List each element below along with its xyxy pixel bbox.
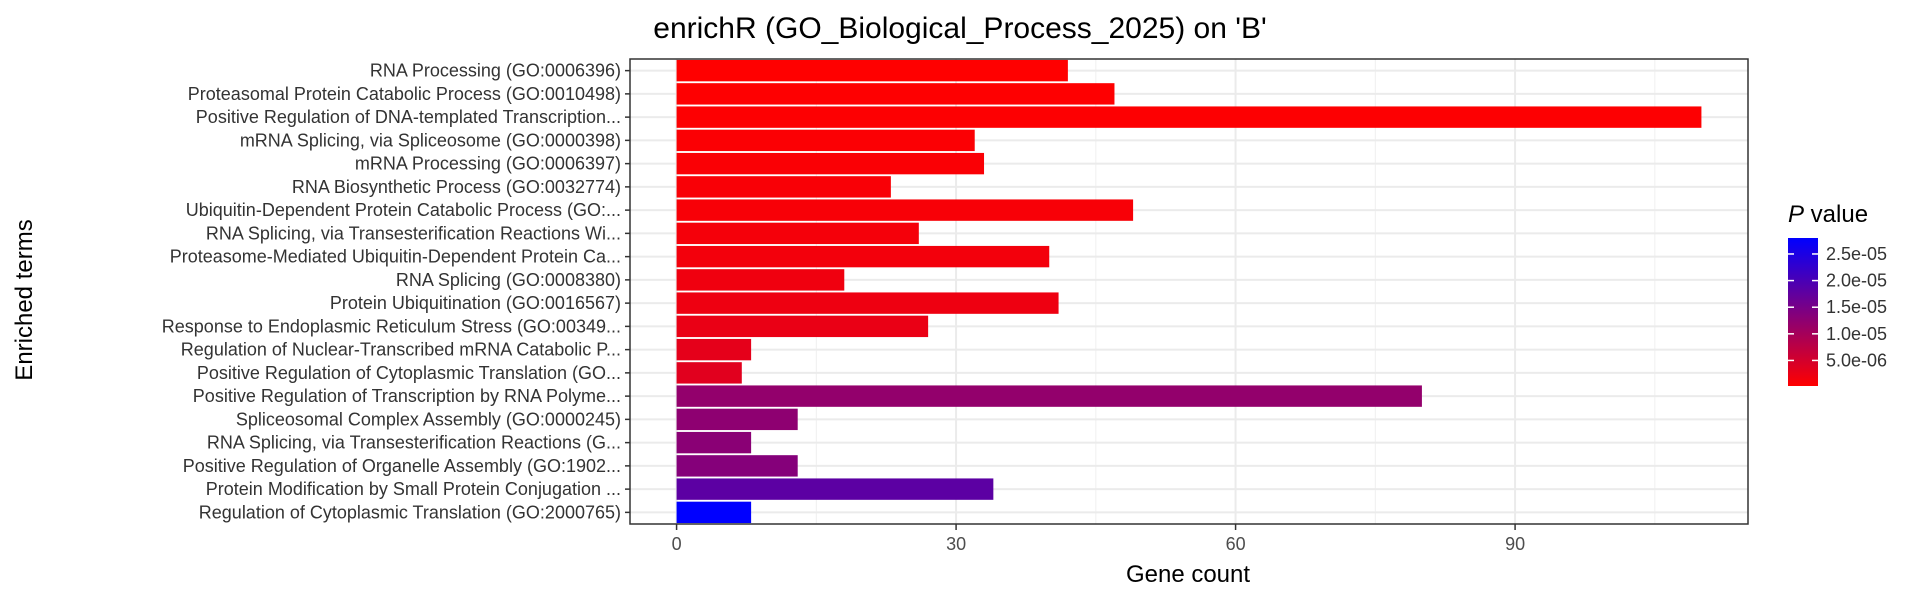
bar [676, 431, 752, 454]
panel-background [630, 59, 1748, 524]
bar [676, 199, 1134, 221]
y-tick-label: RNA Biosynthetic Process (GO:0032774) [292, 177, 621, 197]
y-tick-label: Proteasomal Protein Catabolic Process (G… [188, 84, 621, 104]
x-tick-label: 0 [672, 534, 682, 554]
x-tick-label: 90 [1505, 534, 1525, 554]
y-tick-label: Positive Regulation of DNA-templated Tra… [196, 107, 621, 127]
y-tick-label: Positive Regulation of Organelle Assembl… [183, 456, 621, 476]
legend-title-rest: value [1804, 201, 1868, 228]
bar [676, 83, 1115, 105]
y-tick-label: RNA Processing (GO:0006396) [370, 61, 621, 81]
legend-label: 2.0e-05 [1826, 271, 1887, 291]
bar [676, 478, 994, 500]
y-axis-title: Enriched terms [11, 219, 38, 380]
x-tick-label: 60 [1226, 534, 1246, 554]
bar [676, 408, 798, 431]
legend-title: P value [1788, 201, 1868, 228]
y-tick-label: Ubiquitin-Dependent Protein Catabolic Pr… [186, 200, 621, 220]
y-tick-label: Protein Ubiquitination (GO:0016567) [330, 293, 621, 313]
plot-area: RNA Processing (GO:0006396) Proteasomal P… [162, 58, 1749, 554]
bar [676, 385, 1422, 407]
x-tick-label: 30 [946, 534, 966, 554]
legend-label: 2.5e-05 [1826, 244, 1887, 264]
legend-label: 1.5e-05 [1826, 297, 1887, 317]
y-tick-label: RNA Splicing (GO:0008380) [396, 270, 621, 290]
bar [676, 315, 929, 338]
bar [676, 269, 845, 291]
y-tick-label: Protein Modification by Small Protein Co… [206, 479, 621, 499]
y-tick-label: RNA Splicing, via Transesterification Re… [206, 223, 621, 243]
x-axis-title: Gene count [1126, 561, 1250, 588]
bar [676, 501, 752, 524]
y-tick-label: Regulation of Cytoplasmic Translation (G… [199, 502, 621, 522]
bar [676, 362, 742, 384]
legend-label: 1.0e-05 [1826, 324, 1887, 344]
bar [676, 292, 1059, 314]
bar [676, 338, 752, 361]
bar [676, 245, 1050, 268]
legend-title-italic: P [1788, 201, 1804, 228]
chart-title: enrichR (GO_Biological_Process_2025) on … [653, 12, 1266, 45]
y-tick-label: Regulation of Nuclear-Transcribed mRNA C… [181, 340, 621, 360]
bar [676, 152, 985, 175]
bar [676, 455, 798, 477]
y-tick-label: mRNA Splicing, via Spliceosome (GO:00003… [240, 130, 621, 150]
y-tick-label: Positive Regulation of Transcription by … [193, 386, 621, 406]
bar [676, 222, 919, 245]
legend-colorbar [1788, 238, 1818, 386]
y-tick-label: Proteasome-Mediated Ubiquitin-Dependent … [170, 247, 621, 267]
bar [676, 129, 975, 152]
panel-border [629, 58, 1749, 525]
y-tick-label: Spliceosomal Complex Assembly (GO:000024… [236, 409, 621, 429]
y-tick-label: RNA Splicing, via Transesterification Re… [207, 433, 621, 453]
y-tick-label: Positive Regulation of Cytoplasmic Trans… [197, 363, 621, 383]
y-tick-label: mRNA Processing (GO:0006397) [355, 154, 621, 174]
bar [676, 106, 1702, 128]
bar [676, 176, 891, 198]
bar [676, 59, 1068, 82]
y-tick-label: Response to Endoplasmic Reticulum Stress… [162, 316, 621, 336]
legend: P value 2.5e-05 2.0e-05 1.5e-05 1.0e-05 5.0e… [1788, 201, 1887, 386]
legend-label: 5.0e-06 [1826, 350, 1887, 370]
